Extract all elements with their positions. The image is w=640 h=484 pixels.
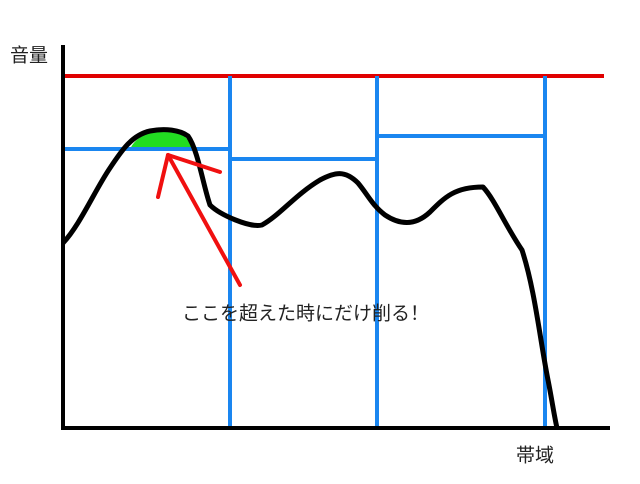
arrow-shaft xyxy=(166,153,242,287)
y-axis-label: 音量 xyxy=(10,45,48,67)
x-axis-label: 帯域 xyxy=(516,445,554,467)
annotation: ここを超えた時にだけ削る！ xyxy=(182,303,429,325)
arrow xyxy=(156,153,242,287)
excess-area xyxy=(130,130,192,149)
arrow-head xyxy=(166,153,222,174)
arrow-head xyxy=(156,153,170,199)
axes xyxy=(61,45,610,430)
volume-curve xyxy=(61,127,560,429)
